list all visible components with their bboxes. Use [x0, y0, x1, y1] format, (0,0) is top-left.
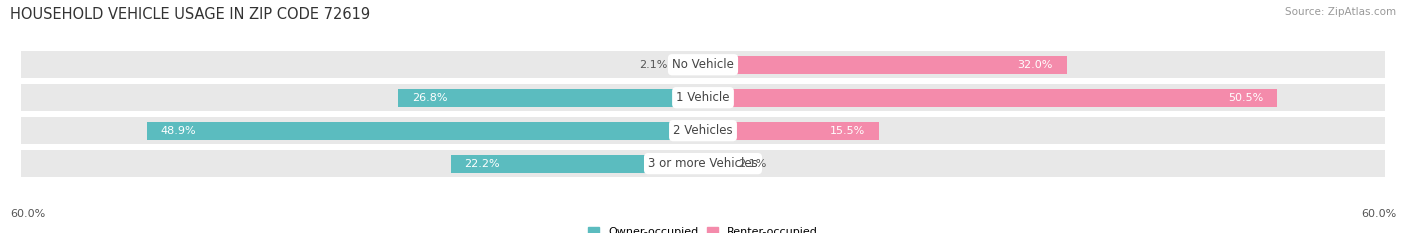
Text: 2.1%: 2.1%: [640, 60, 668, 70]
Text: HOUSEHOLD VEHICLE USAGE IN ZIP CODE 72619: HOUSEHOLD VEHICLE USAGE IN ZIP CODE 7261…: [10, 7, 370, 22]
Text: Source: ZipAtlas.com: Source: ZipAtlas.com: [1285, 7, 1396, 17]
Bar: [21, 150, 1385, 177]
Bar: [21, 51, 1385, 78]
Bar: [703, 154, 727, 173]
Bar: [703, 89, 1277, 107]
Text: No Vehicle: No Vehicle: [672, 58, 734, 71]
Legend: Owner-occupied, Renter-occupied: Owner-occupied, Renter-occupied: [588, 226, 818, 233]
Text: 2 Vehicles: 2 Vehicles: [673, 124, 733, 137]
Text: 22.2%: 22.2%: [464, 159, 501, 169]
Text: 2.1%: 2.1%: [738, 159, 766, 169]
Text: 48.9%: 48.9%: [160, 126, 197, 136]
Text: 60.0%: 60.0%: [1361, 209, 1396, 219]
Text: 32.0%: 32.0%: [1018, 60, 1053, 70]
Bar: [703, 122, 879, 140]
Text: 1 Vehicle: 1 Vehicle: [676, 91, 730, 104]
Bar: [703, 56, 1067, 74]
Bar: [21, 84, 1385, 111]
Bar: [398, 89, 703, 107]
Bar: [679, 56, 703, 74]
Bar: [148, 122, 703, 140]
Bar: [451, 154, 703, 173]
Text: 60.0%: 60.0%: [10, 209, 45, 219]
Text: 3 or more Vehicles: 3 or more Vehicles: [648, 157, 758, 170]
Text: 26.8%: 26.8%: [412, 93, 447, 103]
Text: 50.5%: 50.5%: [1227, 93, 1264, 103]
Bar: [21, 117, 1385, 144]
Text: 15.5%: 15.5%: [831, 126, 866, 136]
